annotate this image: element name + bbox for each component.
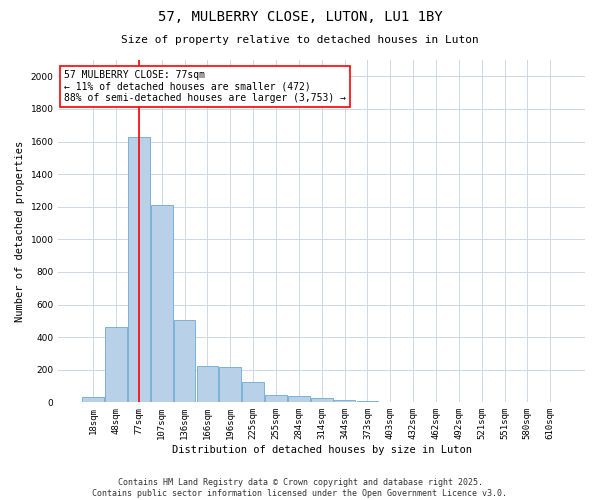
Bar <box>174 320 196 402</box>
Text: 57, MULBERRY CLOSE, LUTON, LU1 1BY: 57, MULBERRY CLOSE, LUTON, LU1 1BY <box>158 10 442 24</box>
Bar <box>105 328 127 402</box>
Text: 57 MULBERRY CLOSE: 77sqm
← 11% of detached houses are smaller (472)
88% of semi-: 57 MULBERRY CLOSE: 77sqm ← 11% of detach… <box>64 70 346 104</box>
Y-axis label: Number of detached properties: Number of detached properties <box>15 140 25 322</box>
Bar <box>197 366 218 402</box>
Bar <box>151 205 173 402</box>
Bar <box>311 398 332 402</box>
Bar <box>242 382 264 402</box>
X-axis label: Distribution of detached houses by size in Luton: Distribution of detached houses by size … <box>172 445 472 455</box>
Text: Contains HM Land Registry data © Crown copyright and database right 2025.
Contai: Contains HM Land Registry data © Crown c… <box>92 478 508 498</box>
Bar <box>128 136 150 402</box>
Bar <box>265 395 287 402</box>
Bar <box>288 396 310 402</box>
Text: Size of property relative to detached houses in Luton: Size of property relative to detached ho… <box>121 35 479 45</box>
Bar <box>356 400 378 402</box>
Bar <box>334 400 355 402</box>
Bar <box>82 396 104 402</box>
Bar <box>220 368 241 402</box>
